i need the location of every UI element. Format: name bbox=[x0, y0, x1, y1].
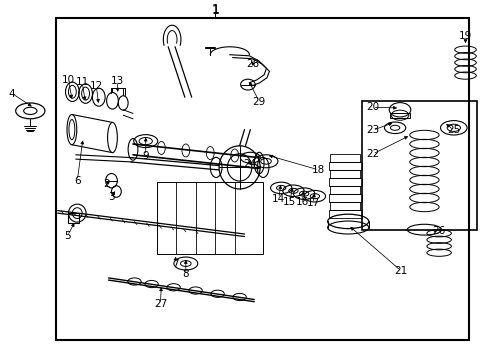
Text: 4: 4 bbox=[9, 89, 16, 99]
Text: 3: 3 bbox=[108, 192, 115, 202]
Bar bbox=[329, 170, 360, 178]
Text: 11: 11 bbox=[75, 77, 89, 87]
Text: 25: 25 bbox=[446, 125, 460, 135]
Bar bbox=[68, 213, 79, 223]
Text: 1: 1 bbox=[211, 3, 219, 16]
Text: 10: 10 bbox=[62, 75, 75, 85]
Bar bbox=[328, 178, 361, 186]
Text: 6: 6 bbox=[74, 176, 81, 186]
Bar bbox=[328, 162, 361, 170]
Text: 14: 14 bbox=[271, 194, 285, 204]
Text: 5: 5 bbox=[64, 231, 71, 241]
Text: 7: 7 bbox=[171, 258, 178, 269]
Text: 20: 20 bbox=[366, 102, 378, 112]
Text: 15: 15 bbox=[282, 197, 296, 207]
Bar bbox=[329, 186, 360, 194]
Text: 22: 22 bbox=[365, 149, 379, 159]
Text: 12: 12 bbox=[89, 81, 103, 91]
Text: 24: 24 bbox=[242, 159, 256, 169]
Text: 2: 2 bbox=[103, 179, 110, 189]
Text: 27: 27 bbox=[153, 299, 167, 309]
Bar bbox=[329, 202, 360, 210]
Text: 19: 19 bbox=[458, 31, 471, 41]
Bar bbox=[56, 18, 468, 340]
Text: 28: 28 bbox=[246, 59, 260, 69]
Bar bbox=[328, 210, 361, 218]
Text: 17: 17 bbox=[305, 198, 319, 208]
Text: 16: 16 bbox=[295, 197, 308, 207]
Bar bbox=[329, 154, 360, 162]
Bar bbox=[328, 194, 361, 202]
Text: 29: 29 bbox=[252, 96, 265, 107]
Text: 1: 1 bbox=[211, 4, 219, 17]
Text: 23: 23 bbox=[365, 125, 379, 135]
Text: 8: 8 bbox=[182, 269, 189, 279]
Text: 18: 18 bbox=[311, 165, 325, 175]
Bar bbox=[389, 113, 409, 118]
Text: 13: 13 bbox=[110, 76, 124, 86]
Text: 21: 21 bbox=[393, 266, 407, 276]
Text: 9: 9 bbox=[142, 150, 149, 161]
Bar bbox=[361, 101, 476, 230]
Text: 26: 26 bbox=[431, 226, 445, 236]
Bar bbox=[157, 182, 262, 254]
